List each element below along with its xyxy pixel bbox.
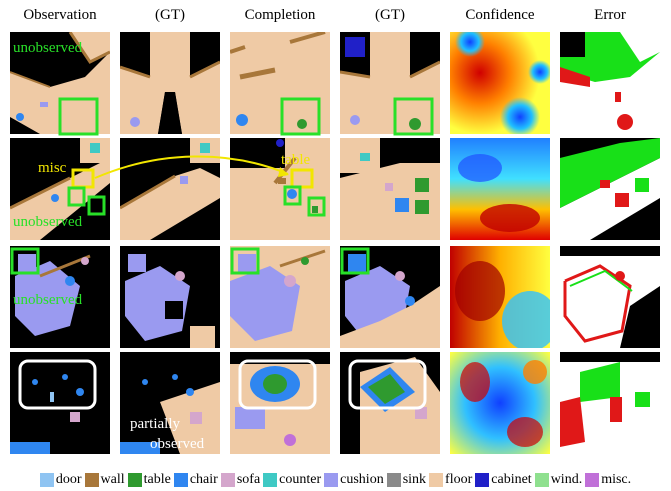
row4-completion-gt-map [340,352,440,454]
legend-item-misc: misc. [585,472,631,488]
row3-completion-gt-map [340,246,440,348]
legend-item-door: door [39,472,82,488]
legend-swatch [127,473,142,487]
row2-completion-map [230,138,330,240]
legend-swatch [173,473,188,487]
annotation-misc: misc [38,160,67,176]
legend-item-floor: floor [429,472,472,488]
legend-label: chair [189,472,218,487]
legend-label: door [55,472,82,487]
legend-swatch [263,473,278,487]
row2-observation-map [10,138,110,240]
legend-label: cabinet [491,472,532,487]
row4-observation-map [10,352,110,454]
column-header-confidence: Confidence [465,7,535,23]
annotation-partially-observed-line1: partially [130,416,180,432]
legend-label: counter [279,472,322,487]
legend-label: sofa [236,472,261,487]
row3-confidence-map [450,246,550,348]
legend-item-table: table [127,472,171,488]
row1-error-map [560,32,660,134]
legend-label: wind. [550,472,583,487]
row3-observation-gt-map [120,246,220,348]
row1-observation-gt-map [120,32,220,134]
column-header-completion: Completion [244,7,316,23]
legend-label: sink [402,472,427,487]
legend-item-cabinet: cabinet [475,472,532,488]
annotation-table: table [281,152,311,168]
row2-confidence-map [450,138,550,240]
legend-item-window: wind. [534,472,583,488]
row1-confidence-map [450,32,550,134]
legend-label: misc. [601,472,632,487]
legend-swatch [386,473,401,487]
column-header-observation: Observation [23,7,97,23]
legend-swatch [220,473,235,487]
row4-observation-gt-map [120,352,220,454]
legend-item-sink: sink [386,472,427,488]
legend-label: floor [445,472,473,487]
column-header-observation-gt: (GT) [155,7,185,23]
row2-observation-gt-map [120,138,220,240]
legend-swatch [534,473,549,487]
legend-swatch [324,473,339,487]
column-header-error: Error [594,7,626,23]
legend-item-sofa: sofa [220,472,261,488]
row3-completion-map [230,246,330,348]
annotation-unobserved-row1: unobserved [13,40,83,56]
annotation-partially-observed-line2: observed [150,436,205,452]
legend-swatch [585,473,600,487]
annotation-unobserved-row2: unobserved [13,214,83,230]
row2-error-map [560,138,660,240]
legend-label: wall [100,472,125,487]
legend-item-chair: chair [173,472,218,488]
row1-completion-gt-map [340,32,440,134]
annotation-unobserved-row3: unobserved [13,292,83,308]
row4-confidence-map [450,352,550,454]
row1-completion-map [230,32,330,134]
column-header-completion-gt: (GT) [375,7,405,23]
row4-completion-map [230,352,330,454]
class-legend: door wall table chair sofa counter cushi… [0,469,671,491]
legend-swatch [429,473,444,487]
legend-label: cushion [340,472,384,487]
legend-item-wall: wall [84,472,125,488]
legend-item-cushion: cushion [324,472,384,488]
legend-swatch [475,473,490,487]
legend-label: table [143,472,171,487]
legend-swatch [84,473,99,487]
row4-error-map [560,352,660,454]
legend-item-counter: counter [263,472,321,488]
row3-error-map [560,246,660,348]
row2-completion-gt-map [340,138,440,240]
legend-swatch [39,473,54,487]
